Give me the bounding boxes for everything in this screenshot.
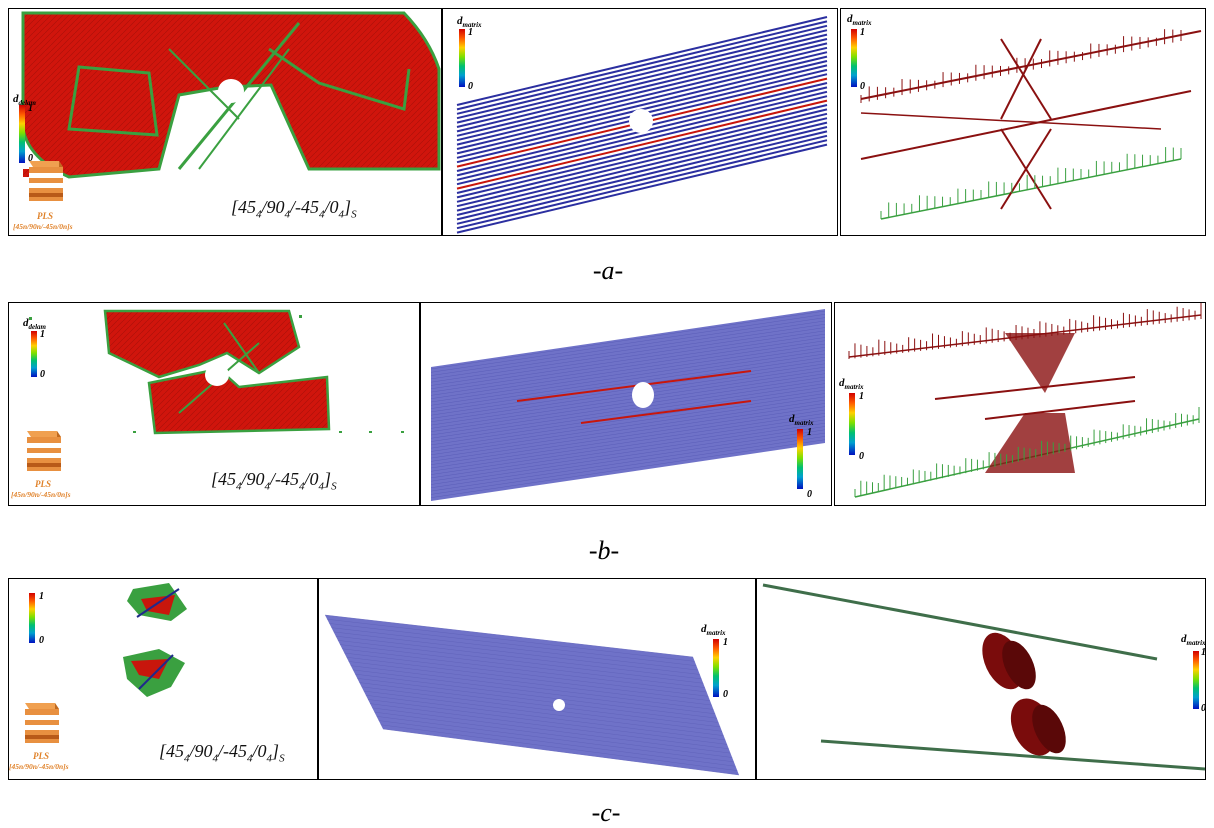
panel-c-matrix-90: dmatrix 1 0 bbox=[318, 578, 756, 780]
delamination-map-c bbox=[123, 583, 187, 697]
crack-network-c bbox=[762, 583, 1205, 771]
row-label-b: -b- bbox=[588, 536, 620, 565]
panel-b-delamination: ddelam 1 0 PLS [45n/90n/-45n/0n]s [454/9… bbox=[8, 302, 420, 506]
layup-label: [454/904/-454/04]S bbox=[231, 197, 357, 221]
fiber-band-b bbox=[430, 309, 826, 501]
layup-label: [454/904/-454/04]S bbox=[159, 741, 285, 765]
panel-c-delamination: 1 0 PLS [45n/90n/-45n/0n]s [454/904/-454… bbox=[8, 578, 318, 780]
row-label-c: -c- bbox=[591, 798, 621, 827]
pls-sequence: [45n/90n/-45n/0n]s bbox=[13, 222, 73, 231]
row-label-a: -a- bbox=[592, 256, 624, 285]
delamination-map-b bbox=[29, 309, 404, 435]
delamination-map-a bbox=[21, 11, 441, 179]
pls-label: PLS bbox=[35, 479, 52, 489]
panel-a-matrix-cracks: dmatrix 1 0 bbox=[840, 8, 1206, 236]
crack-network-a bbox=[860, 29, 1202, 220]
pls-label: PLS bbox=[37, 211, 54, 221]
panel-b-matrix-cracks: dmatrix 1 0 bbox=[834, 302, 1206, 506]
pls-sequence: [45n/90n/-45n/0n]s bbox=[11, 490, 71, 499]
pls-label: PLS bbox=[33, 751, 50, 761]
panel-c-matrix-cracks: dmatrix 1 0 bbox=[756, 578, 1206, 780]
crack-network-b bbox=[848, 303, 1202, 498]
fiber-band-c bbox=[324, 614, 740, 776]
panel-a-matrix-90: dmatrix 1 0 bbox=[442, 8, 838, 236]
pls-sequence: [45n/90n/-45n/0n]s bbox=[9, 762, 69, 771]
layup-label: [454/904/-454/04]S bbox=[211, 469, 337, 493]
panel-a-delamination: ddelam 1 0 PLS [45n/90n/-45n/0n]s [454/9… bbox=[8, 8, 442, 236]
panel-b-matrix-90: dmatrix 1 0 bbox=[420, 302, 832, 506]
fiber-band-a bbox=[456, 16, 828, 234]
